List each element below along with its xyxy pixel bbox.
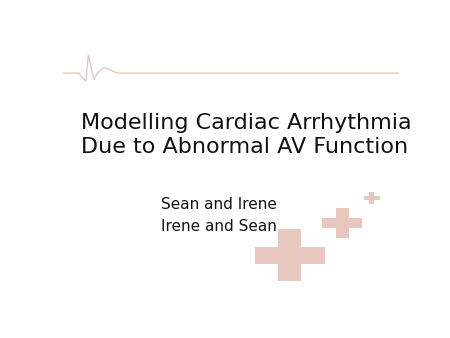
- Bar: [255, 247, 325, 264]
- Text: Modelling Cardiac Arrhythmia
Due to Abnormal AV Function: Modelling Cardiac Arrhythmia Due to Abno…: [81, 114, 411, 158]
- Bar: [322, 218, 362, 228]
- Bar: [369, 192, 374, 204]
- Bar: [336, 208, 349, 238]
- Text: Sean and Irene
Irene and Sean: Sean and Irene Irene and Sean: [161, 197, 277, 234]
- Bar: [279, 229, 302, 281]
- Bar: [364, 196, 380, 200]
